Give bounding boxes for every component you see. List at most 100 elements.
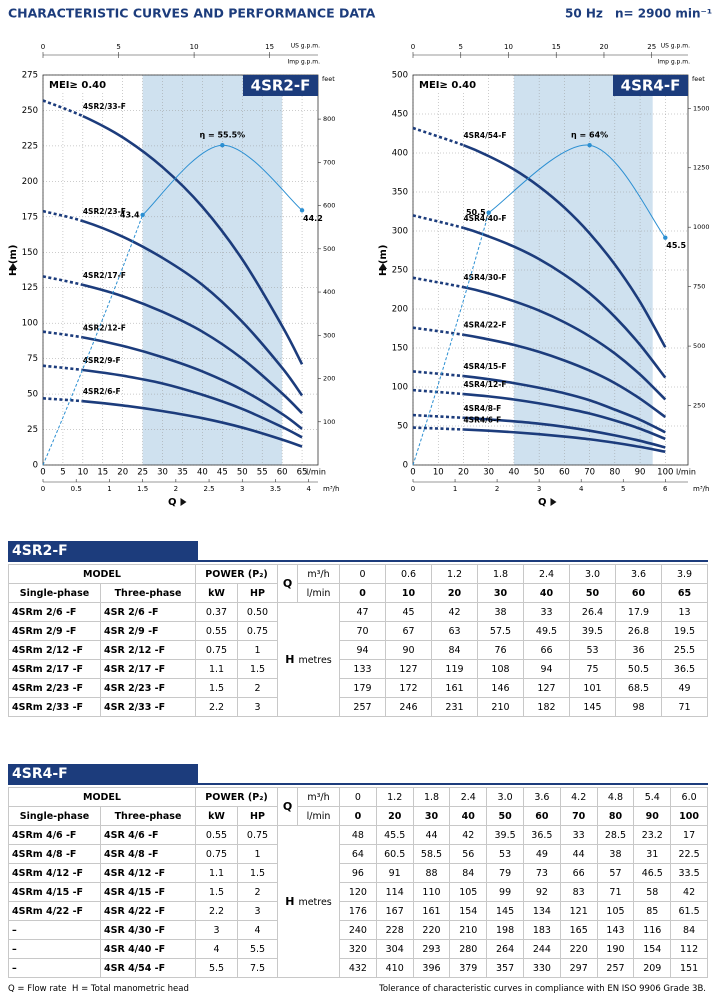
power-hp: 2 [237, 678, 278, 698]
table-title-bar: 4SR2-F [8, 540, 708, 562]
head-value: 49.5 [523, 621, 570, 641]
flow-m3h: 3.6 [522, 787, 561, 807]
power-hp: 2 [237, 882, 278, 902]
note-bg [45, 77, 115, 93]
head-value: 146 [477, 678, 524, 698]
head-value: 47 [339, 602, 386, 622]
head-value: 151 [670, 958, 708, 978]
head-value: 13 [661, 602, 708, 622]
head-value: 304 [375, 939, 414, 959]
power-kw: 0.55 [195, 825, 238, 845]
three-phase-model: 4SR 4/12 -F [100, 863, 196, 883]
head-value: 231 [431, 697, 478, 717]
power-kw: 1.1 [195, 659, 238, 679]
head-value: 161 [412, 901, 451, 921]
head-value: 228 [375, 920, 414, 940]
y-label: H (m) [378, 245, 389, 276]
top-tick-label: 10 [504, 43, 513, 51]
power-kw: 3 [195, 920, 238, 940]
arrow [379, 263, 387, 269]
head-value: 209 [633, 958, 672, 978]
flow-m3h: 0 [339, 564, 386, 584]
flow-lmin: 0 [339, 806, 377, 826]
head-value: 145 [486, 901, 524, 921]
header-row: Single-phase Three-phase kW HP l/min 0 20 30 40 5… [8, 806, 708, 826]
frequency: 50 Hz [565, 7, 603, 21]
power-hp: 1 [237, 640, 278, 660]
bottom-tick-label: 0.5 [71, 485, 82, 493]
header-cell: POWER (P₂) [195, 564, 278, 584]
x-tick-label: 45 [217, 468, 228, 478]
head-value: 220 [559, 939, 598, 959]
power-kw: 0.55 [195, 621, 238, 641]
head-value: 101 [569, 678, 616, 698]
bottom-axis-label: m³/h [323, 485, 339, 493]
charts: CHARACTERISTIC CURVES AND PERFORMANCE DA… [8, 6, 712, 509]
three-phase-model: 4SR 4/30 -F [100, 920, 196, 940]
head-value: 112 [670, 939, 708, 959]
flow-m3h: 5.4 [633, 787, 672, 807]
bottom-tick-label: 4 [579, 485, 584, 493]
head-value: 73 [522, 863, 561, 883]
data-row: 4SRm 2/23 -F 4SR 2/23 -F 1.5 2 179 172 161 146 1… [8, 678, 708, 698]
curve [463, 333, 667, 419]
efficiency-point [299, 208, 305, 213]
three-phase-model: 4SR 4/6 -F [100, 825, 196, 845]
mei-note: MEI≥ 0.40 [419, 80, 476, 91]
power-kw: 0.75 [195, 844, 238, 864]
bottom-tick-label: 2 [174, 485, 178, 493]
curve [463, 392, 666, 441]
y2-tick-label: 300 [323, 331, 335, 339]
header-cell: MODEL [8, 564, 196, 584]
y-tick-label: 25 [27, 425, 38, 435]
single-phase-model: – [8, 920, 101, 940]
x-tick-label: 30 [157, 468, 168, 478]
efficiency-label: 43.4 [120, 210, 140, 219]
bottom-tick-label: 3 [240, 485, 244, 493]
flow-lmin: 30 [412, 806, 451, 826]
y-label: H (m) [8, 245, 19, 276]
curve-dashed [412, 370, 464, 378]
unit-cell: m³/h [297, 564, 340, 584]
head-value: 127 [523, 678, 570, 698]
header-cell: POWER (P₂) [195, 787, 278, 807]
curve-label: 4SR4/54-F [463, 131, 506, 140]
three-phase-model: 4SR 2/12 -F [100, 640, 196, 660]
bottom-tick-label: 0 [411, 485, 415, 493]
y-tick-label: 0 [33, 461, 38, 471]
curve-label: 4SR2/23-F [83, 207, 126, 216]
x-tick-label: 70 [584, 468, 595, 478]
head-value: 357 [486, 958, 524, 978]
head-value: 167 [375, 901, 414, 921]
x-tick-label: 0 [40, 468, 45, 478]
x-tick-label: 20 [458, 468, 469, 478]
head-value: 280 [449, 939, 488, 959]
y-tick-label: 250 [392, 266, 408, 276]
y-tick-label: 275 [22, 71, 38, 81]
head-value: 50.5 [615, 659, 662, 679]
efficiency-point [663, 235, 668, 240]
x-unit: l/min [676, 468, 696, 477]
head-value: 38 [596, 844, 635, 864]
curve-dashed [42, 275, 84, 287]
head-value: 53 [569, 640, 616, 660]
data-row: 4SRm 4/22 -F 4SR 4/22 -F 2.2 3 176 167 161 154 1… [8, 901, 708, 921]
head-value: 246 [385, 697, 432, 717]
power-kw: 1.5 [195, 882, 238, 902]
flow-lmin: 70 [559, 806, 598, 826]
head-value: 57 [596, 863, 635, 883]
bottom-tick-label: 6 [663, 485, 668, 493]
three-phase-model: 4SR 2/33 -F [100, 697, 196, 717]
bottom-tick-label: 2.5 [203, 485, 214, 493]
curve [463, 143, 667, 348]
data-row: –4SR 4/54 -F 5.5 7.5 432 410 396 379 357 330 297 2… [8, 958, 708, 978]
power-hp: 3 [237, 901, 278, 921]
flow-m3h: 2.4 [523, 564, 570, 584]
head-value: 53 [486, 844, 524, 864]
y2-tick-label: 500 [323, 245, 335, 253]
head-value: 120 [339, 882, 377, 902]
head-value: 49 [661, 678, 708, 698]
head-value: 33.5 [670, 863, 708, 883]
bottom-tick-label: 3.5 [270, 485, 281, 493]
